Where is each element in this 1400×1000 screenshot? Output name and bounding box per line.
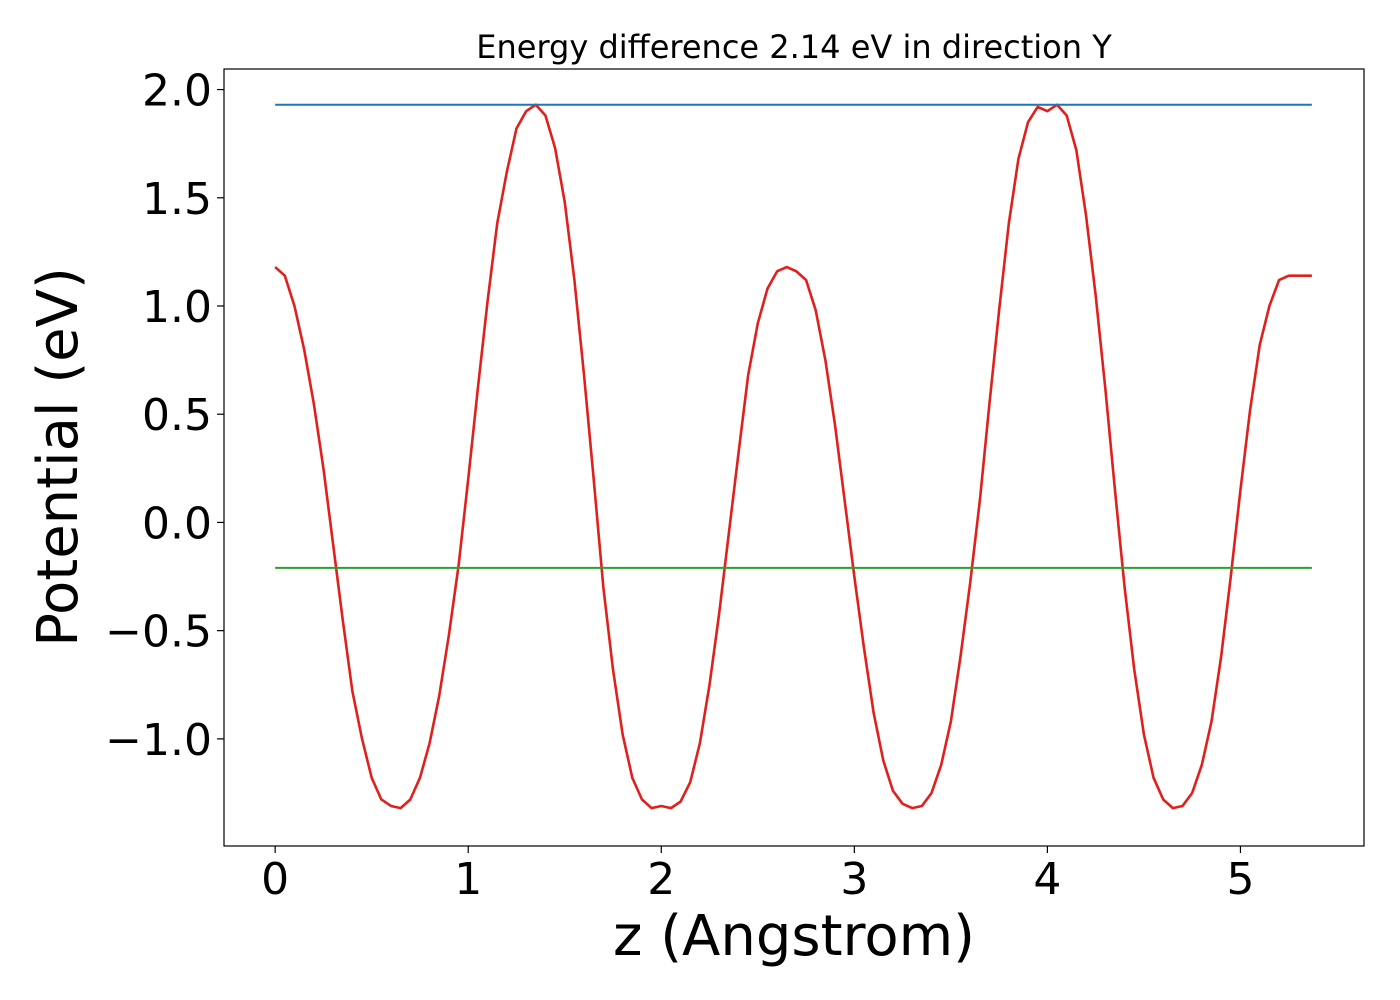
y-tick-label: 0.5 <box>142 390 212 441</box>
y-tick-label: 0.0 <box>142 498 212 549</box>
y-tick-label: 2.0 <box>142 66 212 117</box>
y-tick-label: 1.5 <box>142 174 212 225</box>
y-tick-label: −0.5 <box>105 607 212 658</box>
x-tick-label: 0 <box>261 854 289 905</box>
potential-curve <box>274 103 1312 810</box>
x-tick-label: 2 <box>647 854 675 905</box>
chart-title: Energy difference 2.14 eV in direction Y <box>476 28 1112 66</box>
plot-frame <box>223 68 1365 847</box>
y-axis-label: Potential (eV) <box>26 267 91 647</box>
y-axis: −1.0 −0.5 0.0 0.5 1.0 1.5 2.0 <box>105 66 224 766</box>
y-tick-label: 1.0 <box>142 282 212 333</box>
plot-area <box>274 103 1312 810</box>
x-tick-label: 3 <box>840 854 868 905</box>
x-tick-label: 5 <box>1226 854 1254 905</box>
x-axis-label: z (Angstrom) <box>613 904 975 969</box>
y-tick-label: −1.0 <box>105 715 212 766</box>
x-axis: 0 1 2 3 4 5 <box>261 846 1254 905</box>
x-tick-label: 1 <box>454 854 482 905</box>
x-tick-label: 4 <box>1033 854 1061 905</box>
